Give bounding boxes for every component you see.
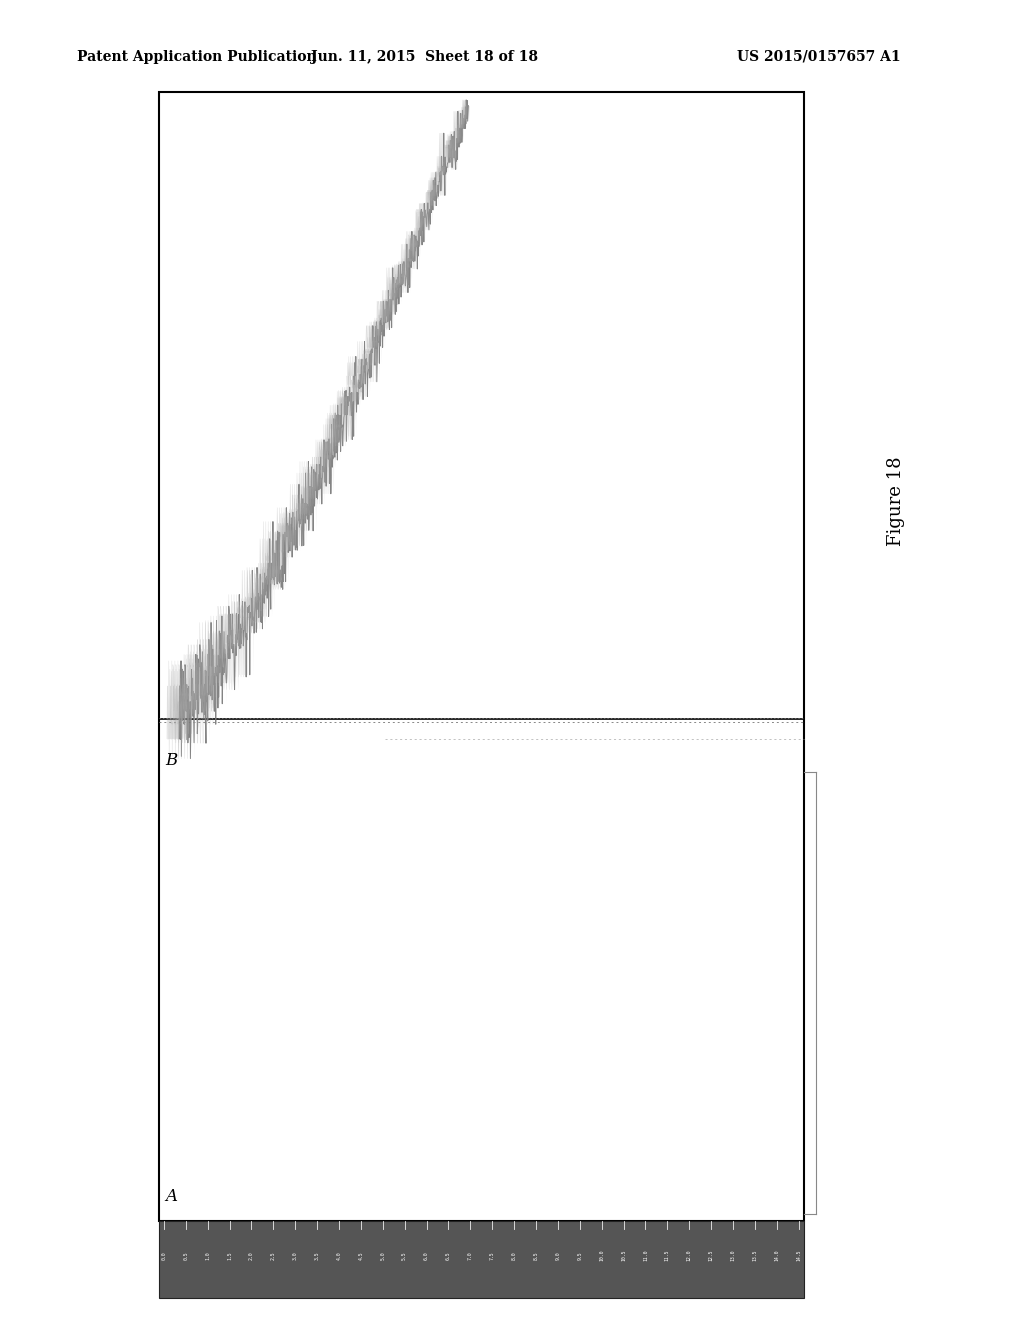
Text: Patent Application Publication: Patent Application Publication [77, 50, 316, 63]
Text: 14.5: 14.5 [797, 1250, 801, 1261]
Text: 8.5: 8.5 [534, 1251, 539, 1259]
Text: 9.5: 9.5 [578, 1251, 583, 1259]
Text: 5.5: 5.5 [402, 1251, 408, 1259]
Text: 11.0: 11.0 [643, 1250, 648, 1261]
Text: 7.5: 7.5 [489, 1251, 495, 1259]
Text: 3.5: 3.5 [314, 1251, 319, 1259]
Text: 8.0: 8.0 [512, 1251, 517, 1259]
Text: Figure 18: Figure 18 [887, 457, 905, 546]
Text: 13.5: 13.5 [753, 1250, 758, 1261]
Text: 12.5: 12.5 [709, 1250, 714, 1261]
Text: 13.0: 13.0 [730, 1250, 735, 1261]
Text: 0.5: 0.5 [183, 1251, 188, 1259]
Text: 2.5: 2.5 [270, 1251, 275, 1259]
Text: 6.0: 6.0 [424, 1251, 429, 1259]
Text: 11.5: 11.5 [665, 1250, 670, 1261]
Text: A: A [165, 1188, 177, 1205]
Text: 14.0: 14.0 [774, 1250, 779, 1261]
Bar [159, 1221, 804, 1298]
Text: 7.0: 7.0 [468, 1251, 473, 1259]
Text: 4.0: 4.0 [337, 1251, 341, 1259]
Text: 4.5: 4.5 [358, 1251, 364, 1259]
Text: B: B [165, 752, 177, 770]
Text: 1.0: 1.0 [205, 1251, 210, 1259]
Text: 9.0: 9.0 [555, 1251, 560, 1259]
Text: 12.0: 12.0 [687, 1250, 692, 1261]
Text: 3.0: 3.0 [293, 1251, 298, 1259]
Text: 2.0: 2.0 [249, 1251, 254, 1259]
Text: 10.0: 10.0 [599, 1250, 604, 1261]
Text: 5.0: 5.0 [380, 1251, 385, 1259]
Text: 6.5: 6.5 [445, 1251, 451, 1259]
Text: Jun. 11, 2015  Sheet 18 of 18: Jun. 11, 2015 Sheet 18 of 18 [311, 50, 539, 63]
Text: 10.5: 10.5 [622, 1250, 626, 1261]
Text: 0.0: 0.0 [162, 1251, 166, 1259]
Text: 1.5: 1.5 [227, 1251, 232, 1259]
Text: US 2015/0157657 A1: US 2015/0157657 A1 [737, 50, 901, 63]
Bar [159, 92, 804, 1221]
